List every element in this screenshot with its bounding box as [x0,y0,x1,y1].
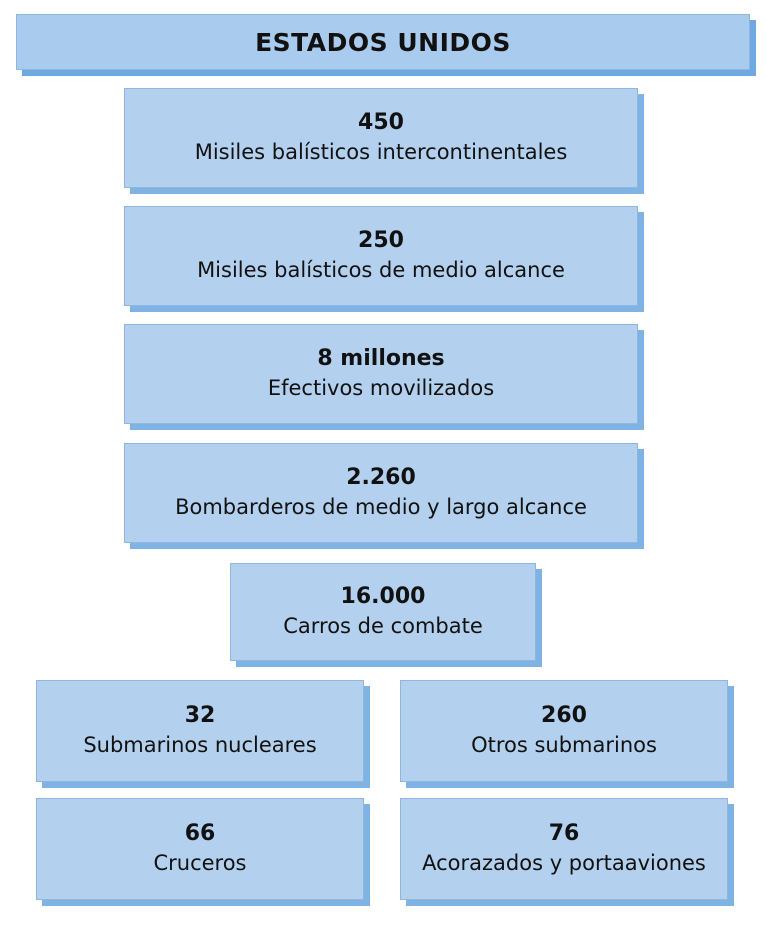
stat-value: 76 [548,821,580,846]
stat-value: 250 [358,228,404,253]
stat-box-other-submarines: 260 Otros submarinos [400,680,728,782]
stat-box-nuclear-submarines: 32 Submarinos nucleares [36,680,364,782]
stat-label: Otros submarinos [471,733,657,757]
stat-value: 2.260 [346,465,416,490]
stat-label: Carros de combate [283,614,483,638]
stat-box-mrbm: 250 Misiles balísticos de medio alcance [124,206,638,306]
stat-box-bombers: 2.260 Bombarderos de medio y largo alcan… [124,443,638,543]
stat-box-cruisers: 66 Cruceros [36,798,364,900]
stat-label: Acorazados y portaaviones [422,851,706,875]
stat-label: Submarinos nucleares [83,733,317,757]
stat-label: Misiles balísticos intercontinentales [194,140,568,164]
stat-label: Cruceros [153,851,247,875]
diagram-title: ESTADOS UNIDOS [255,27,511,57]
stat-value: 66 [184,821,216,846]
title-box: ESTADOS UNIDOS [16,14,750,70]
stat-box-tanks: 16.000 Carros de combate [230,563,536,661]
stat-value: 32 [184,703,216,728]
stat-box-battleships-carriers: 76 Acorazados y portaaviones [400,798,728,900]
stat-value: 450 [358,110,404,135]
stat-label: Efectivos movilizados [267,376,495,400]
stat-box-icbm: 450 Misiles balísticos intercontinentale… [124,88,638,188]
stat-label: Bombarderos de medio y largo alcance [175,495,587,519]
stat-label: Misiles balísticos de medio alcance [197,258,565,282]
stat-value: 260 [541,703,587,728]
stat-value: 16.000 [340,584,426,609]
stat-box-troops: 8 millones Efectivos movilizados [124,324,638,424]
stat-value: 8 millones [317,346,445,371]
